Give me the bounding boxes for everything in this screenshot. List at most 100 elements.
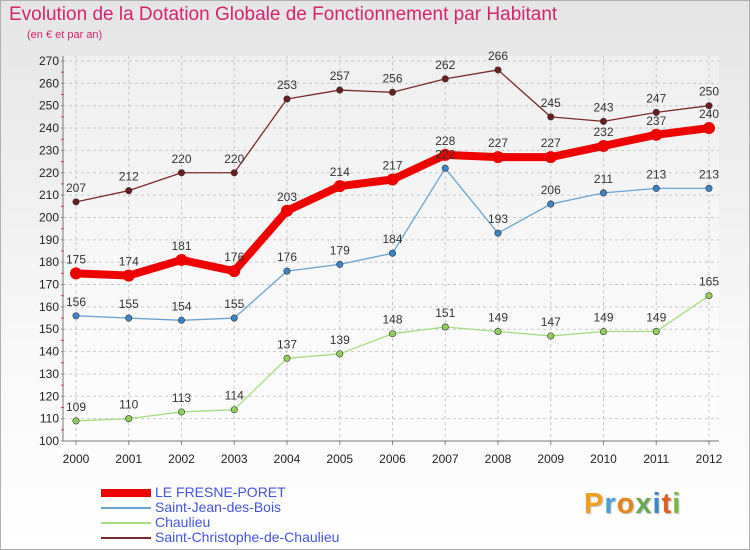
data-point (72, 417, 80, 425)
data-point (125, 415, 133, 423)
data-point (230, 169, 238, 177)
data-point (122, 269, 135, 282)
legend-swatch-le-fresne-poret (101, 489, 151, 497)
legend-item: Chaulieu (101, 515, 431, 530)
legend-swatch-chaulieu (101, 522, 151, 524)
data-label: 227 (541, 136, 561, 150)
y-tick-label: 120 (39, 389, 59, 403)
y-tick-label: 220 (39, 166, 59, 180)
data-point (703, 122, 715, 135)
data-point (230, 406, 238, 414)
data-point (547, 113, 555, 121)
x-tick-label: 2003 (221, 452, 248, 466)
legend-label: LE FRESNE-PORET (155, 484, 286, 500)
data-point (125, 187, 133, 195)
data-label: 220 (224, 152, 244, 166)
legend-label: Saint-Christophe-de-Chaulieu (155, 529, 340, 545)
data-label: 211 (594, 172, 613, 186)
legend-label: Saint-Jean-des-Bois (155, 499, 282, 515)
data-point (705, 292, 713, 300)
chart-legend: LE FRESNE-PORET Saint-Jean-des-Bois Chau… (101, 485, 431, 545)
data-point (70, 267, 82, 280)
data-point (652, 108, 660, 116)
line-chart: 100 110 120 130 140 150 160 170 180 190 200 210 220 2… (39, 49, 723, 466)
data-label: 148 (382, 313, 402, 327)
data-label: 256 (382, 71, 402, 85)
data-point (178, 169, 186, 177)
logo-letter: P (584, 488, 605, 520)
data-point (388, 330, 396, 338)
data-label: 228 (435, 134, 455, 148)
y-tick-label: 200 (39, 210, 59, 224)
y-tick-label: 110 (40, 412, 59, 426)
data-label: 175 (66, 252, 86, 266)
data-label: 240 (699, 107, 719, 121)
data-label: 237 (646, 114, 666, 128)
y-tick-label: 270 (39, 54, 59, 68)
data-label: 165 (699, 275, 719, 289)
data-label: 217 (382, 158, 402, 172)
data-label: 109 (66, 400, 86, 414)
data-point (544, 151, 557, 164)
legend-item: Saint-Jean-des-Bois (101, 500, 431, 515)
data-point (650, 128, 663, 141)
data-label: 179 (330, 243, 350, 257)
logo-letter: i (672, 488, 682, 520)
data-label: 253 (277, 78, 297, 92)
data-point (441, 323, 449, 331)
data-point (333, 180, 346, 193)
data-label: 266 (488, 49, 508, 63)
data-label: 220 (171, 152, 191, 166)
data-label: 155 (119, 297, 139, 311)
chart-title: Evolution de la Dotation Globale de Fonc… (9, 4, 558, 25)
legend-swatch-saint-jean-des-bois (101, 507, 151, 509)
x-tick-label: 2000 (63, 452, 90, 466)
data-label: 203 (277, 190, 297, 204)
x-tick-label: 2007 (432, 452, 459, 466)
data-point (230, 314, 238, 322)
data-label: 222 (435, 147, 455, 161)
data-label: 243 (593, 100, 613, 114)
y-tick-label: 160 (39, 300, 59, 314)
legend-label: Chaulieu (155, 514, 211, 530)
data-point (386, 173, 399, 186)
y-tick-label: 210 (39, 188, 59, 202)
logo-letter: i (652, 488, 662, 520)
data-label: 154 (171, 299, 191, 313)
data-point (336, 260, 344, 268)
data-point (597, 139, 610, 152)
data-point (441, 164, 449, 172)
data-point (125, 314, 133, 322)
legend-item: Saint-Christophe-de-Chaulieu (101, 530, 431, 545)
x-tick-label: 2012 (696, 452, 723, 466)
data-point (492, 151, 504, 164)
y-tick-label: 140 (39, 345, 59, 359)
data-point (599, 117, 607, 125)
y-tick-label: 170 (39, 278, 59, 292)
logo-letter: r (604, 488, 617, 520)
data-label: 174 (119, 255, 139, 269)
data-point (283, 267, 291, 275)
data-label: 232 (593, 125, 613, 139)
x-tick-label: 2004 (274, 452, 301, 466)
data-label: 193 (488, 212, 508, 226)
data-point (599, 327, 607, 335)
data-point (652, 184, 660, 192)
y-tick-label: 260 (39, 76, 59, 90)
y-tick-label: 240 (39, 121, 59, 135)
data-point (283, 354, 291, 362)
data-label: 176 (277, 250, 297, 264)
data-point (228, 265, 241, 278)
x-tick-label: 2001 (115, 452, 142, 466)
data-label: 207 (66, 181, 86, 195)
data-label: 147 (541, 315, 561, 329)
x-tick-label: 2005 (326, 452, 353, 466)
data-point (336, 350, 344, 358)
data-label: 250 (699, 85, 719, 99)
data-label: 156 (66, 295, 86, 309)
data-point (441, 75, 449, 83)
data-label: 227 (488, 136, 508, 150)
data-label: 206 (541, 183, 561, 197)
legend-item: LE FRESNE-PORET (101, 485, 431, 500)
